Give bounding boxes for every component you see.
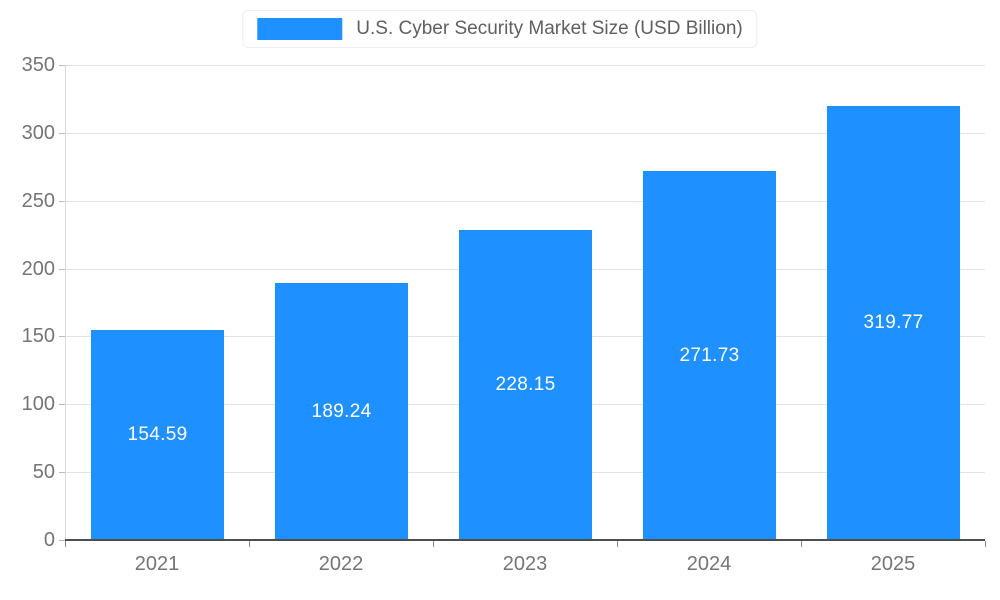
x-axis-label: 2025 [870, 553, 916, 575]
y-axis-tick [59, 132, 65, 134]
x-axis-label: 2022 [318, 553, 364, 575]
y-axis-label: 350 [21, 54, 55, 76]
y-axis-tick [59, 200, 65, 202]
gridline [65, 65, 985, 66]
y-axis-line [65, 65, 66, 540]
gridline [65, 200, 985, 202]
bar-value-label: 228.15 [495, 374, 556, 395]
x-axis-tick [433, 541, 434, 547]
y-axis-tick [59, 268, 65, 270]
gridline [65, 132, 985, 134]
y-axis-label: 150 [21, 325, 55, 348]
y-axis-tick [59, 65, 65, 66]
x-axis-label: 2023 [502, 553, 548, 575]
bar-2024: 271.73 [643, 171, 776, 540]
x-axis-tick [249, 541, 250, 547]
y-axis-label: 0 [43, 529, 55, 551]
y-axis-tick [59, 336, 65, 338]
bar-value-label: 189.24 [311, 400, 372, 422]
bar-value-label: 271.73 [679, 344, 740, 366]
bar-2025: 319.77 [827, 106, 960, 540]
plot-area: 154.59 189.24 228.15 271.73 319.77 [59, 65, 986, 547]
y-axis-label: 100 [21, 393, 55, 416]
y-axis-label: 250 [21, 189, 55, 212]
legend-swatch-icon [257, 18, 343, 40]
y-axis-tick [59, 540, 65, 541]
bar-value-label: 319.77 [863, 312, 924, 333]
bar-2023: 228.15 [459, 230, 592, 540]
x-axis-line [65, 539, 985, 541]
x-axis-tick [801, 541, 802, 547]
chart-legend: U.S. Cyber Security Market Size (USD Bil… [242, 10, 758, 48]
x-axis-tick [617, 541, 618, 547]
y-axis-label: 200 [21, 257, 55, 280]
x-axis-label: 2024 [686, 553, 732, 575]
bar-2022: 189.24 [275, 283, 408, 540]
x-axis-label: 2021 [134, 553, 180, 575]
y-axis-tick [59, 472, 65, 474]
y-axis-label: 300 [21, 121, 55, 144]
x-axis-tick [65, 541, 66, 547]
y-axis-tick [59, 404, 65, 406]
x-axis-tick [985, 541, 986, 547]
y-axis-label: 50 [32, 461, 55, 484]
legend-label: U.S. Cyber Security Market Size (USD Bil… [356, 18, 743, 39]
bar-2021: 154.59 [91, 330, 224, 540]
bar-value-label: 154.59 [127, 424, 188, 445]
